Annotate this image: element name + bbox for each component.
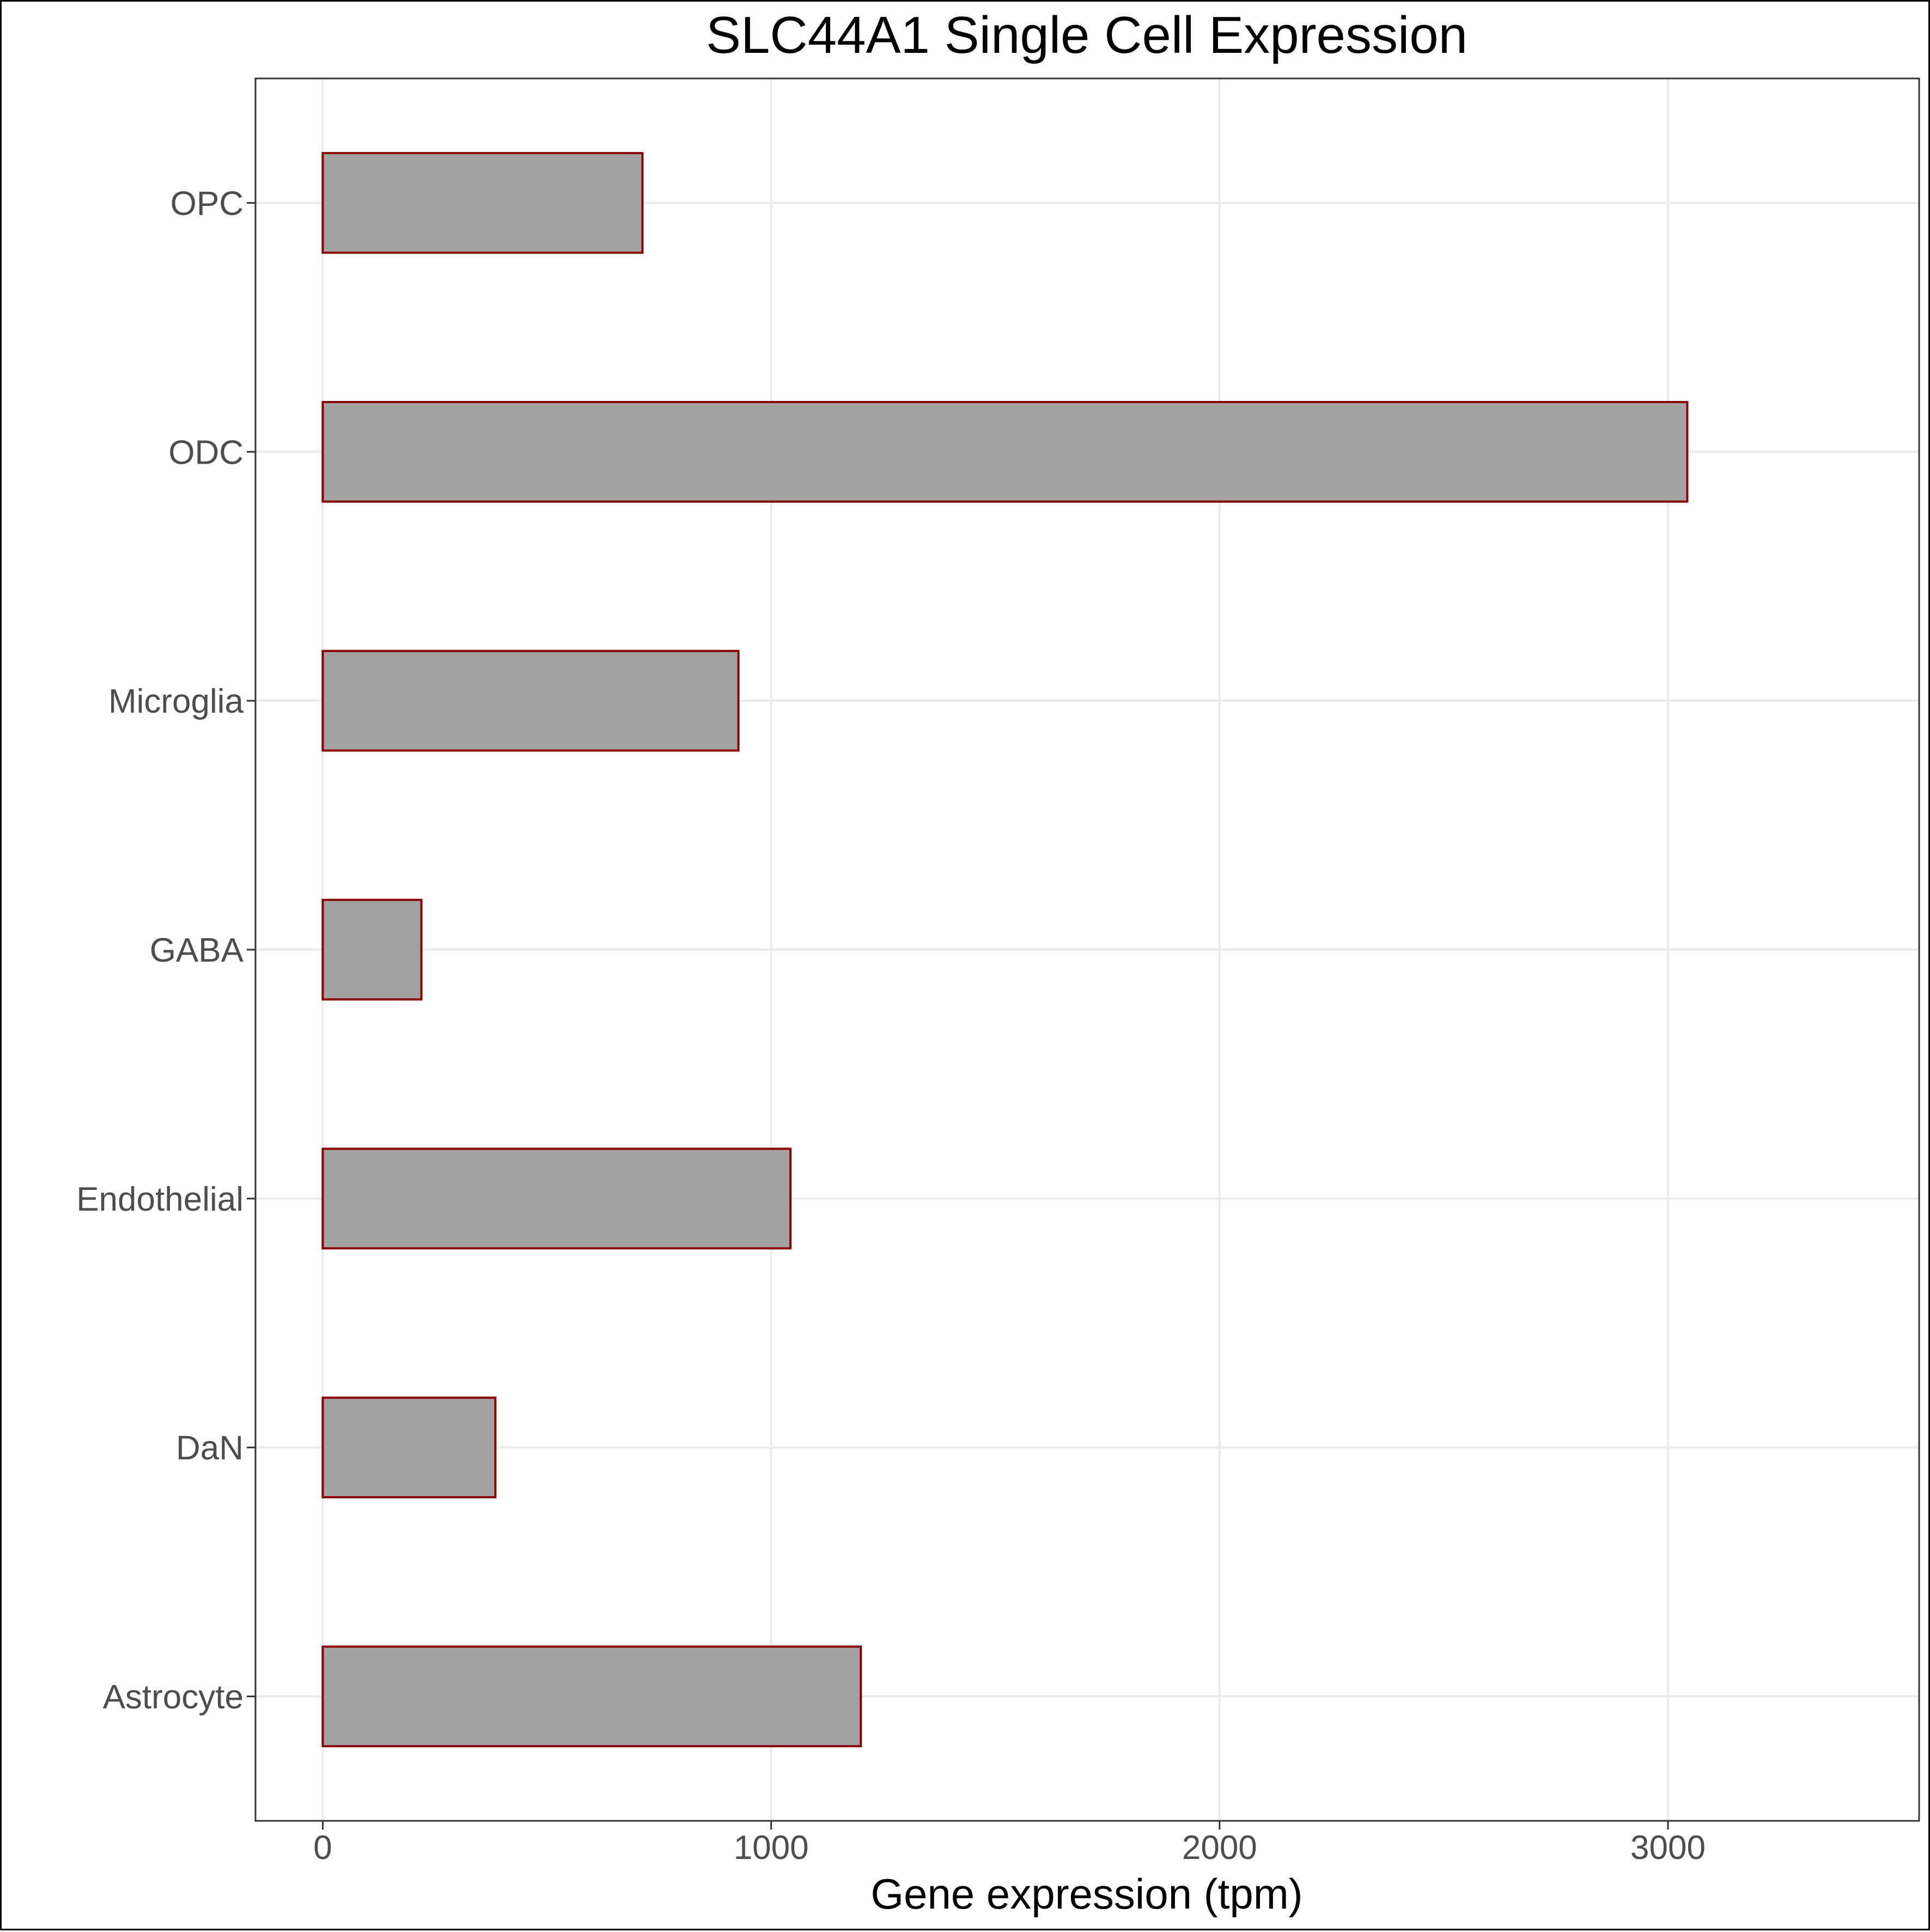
bar-astrocyte [321,1645,862,1747]
chart-title: SLC44A1 Single Cell Expression [706,6,1468,64]
y-axis-ticks: Astrocyte DaN Endothelial GABA Microglia ODC O… [76,185,255,1716]
y-tick-label: DaN [176,1430,243,1467]
x-axis-ticks: 0 1000 2000 3000 [313,1821,1706,1867]
bar-microglia [321,649,740,752]
x-tick-label: 0 [313,1829,332,1867]
bar-dan [321,1396,497,1499]
y-tick-label: Endothelial [76,1181,243,1218]
y-tick-label: OPC [171,185,243,222]
x-axis-title: Gene expression (tpm) [870,1870,1302,1918]
x-tick-label: 2000 [1182,1829,1257,1867]
y-tick-label: Microglia [108,683,244,720]
y-tick-label: ODC [168,434,243,471]
x-tick-label: 1000 [734,1829,809,1867]
grid-lines [255,78,1919,1821]
y-tick-label: Astrocyte [103,1679,243,1716]
y-tick-label: GABA [150,932,244,969]
x-tick-label: 3000 [1630,1829,1706,1867]
bar-endothelial [321,1147,792,1250]
bar-opc [321,152,644,254]
bars [321,152,1689,1747]
bar-odc [321,400,1689,503]
bar-gaba [321,898,423,1001]
